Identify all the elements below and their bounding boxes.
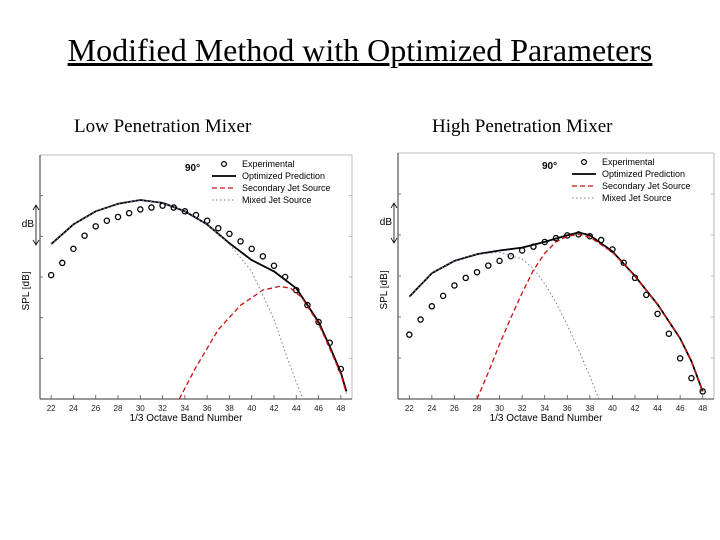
x-tick-label: 46 — [676, 404, 685, 413]
scale-arrow-down — [32, 239, 40, 246]
experimental-point — [699, 388, 706, 395]
experimental-point — [654, 310, 661, 318]
x-tick-label: 42 — [631, 404, 640, 413]
experimental-point — [148, 204, 155, 211]
scale-arrow-up — [390, 202, 398, 209]
experimental-point — [59, 259, 66, 267]
legend-label: Mixed Jet Source — [602, 193, 672, 203]
x-tick-label: 26 — [450, 404, 459, 413]
experimental-point — [259, 253, 267, 260]
experimental-point — [125, 209, 133, 217]
x-tick-label: 42 — [270, 404, 279, 413]
angle-label: 90° — [185, 163, 200, 174]
scale-arrow-up — [32, 204, 40, 211]
experimental-point — [181, 208, 189, 215]
x-tick-label: 30 — [495, 404, 504, 413]
legend-label: Secondary Jet Source — [242, 183, 331, 193]
x-tick-label: 34 — [180, 404, 189, 413]
experimental-point — [81, 232, 88, 239]
x-tick-label: 28 — [114, 404, 123, 413]
experimental-point — [496, 257, 503, 265]
experimental-point — [507, 252, 515, 260]
x-tick-label: 44 — [653, 404, 662, 413]
experimental-point — [226, 230, 233, 238]
experimental-point — [270, 262, 278, 269]
x-tick-label: 38 — [585, 404, 594, 413]
x-tick-label: 32 — [518, 404, 527, 413]
experimental-point — [92, 223, 99, 230]
legend-marker-experimental — [581, 159, 588, 166]
scale-arrow-down — [390, 237, 398, 244]
experimental-point — [406, 331, 413, 338]
low-penetration-chart: 22 24 26 28 30 32 34 36 38 40 42 44 46 48 1/3 Octave B… — [22, 154, 353, 424]
experimental-point — [428, 303, 436, 310]
low-penetration-panel-title: Low Penetration Mixer — [74, 116, 252, 137]
x-tick-label: 22 — [405, 404, 414, 413]
x-tick-label: 40 — [247, 404, 256, 413]
x-tick-label: 36 — [563, 404, 572, 413]
scale-label: 5 dB — [22, 219, 34, 230]
mixed-jet-source-line — [408, 251, 600, 400]
legend-label: Optimized Prediction — [602, 169, 685, 179]
experimental-point — [137, 206, 144, 213]
x-axis-label: 1/3 Octave Band Number — [130, 413, 244, 424]
experimental-point — [114, 213, 122, 221]
x-tick-label: 40 — [608, 404, 617, 413]
x-tick-label: 24 — [427, 404, 436, 413]
experimental-point — [47, 271, 55, 279]
experimental-point — [439, 292, 447, 300]
experimental-point — [643, 291, 650, 299]
x-tick-label: 26 — [91, 404, 100, 413]
experimental-point — [665, 330, 673, 337]
experimental-point — [304, 301, 311, 309]
scale-label: 5 dB — [380, 217, 392, 228]
experimental-point — [451, 282, 458, 289]
legend-label: Experimental — [242, 159, 295, 169]
experimental-point — [473, 268, 481, 276]
x-tick-label: 38 — [225, 404, 234, 413]
legend-label: Optimized Prediction — [242, 171, 325, 181]
mixed-jet-source-line — [50, 199, 304, 400]
legend-label: Mixed Jet Source — [242, 195, 312, 205]
secondary-jet-source-line — [178, 285, 348, 400]
secondary-jet-source-line — [476, 233, 704, 400]
x-tick-label: 24 — [69, 404, 78, 413]
y-axis-label: SPL [dB] — [22, 271, 32, 310]
experimental-point — [688, 374, 695, 382]
x-tick-label: 48 — [698, 404, 707, 413]
high-penetration-chart: 22 24 26 28 30 32 34 36 38 40 42 44 46 48 1/3 Octave B… — [380, 152, 715, 424]
x-tick-label: 36 — [203, 404, 212, 413]
legend-marker-experimental — [221, 161, 228, 168]
experimental-point — [237, 238, 244, 245]
angle-label: 90° — [542, 161, 557, 172]
experimental-point — [462, 274, 469, 282]
legend-label: Experimental — [602, 157, 655, 167]
experimental-point — [103, 217, 111, 224]
legend-label: Secondary Jet Source — [602, 181, 691, 191]
x-axis-label: 1/3 Octave Band Number — [490, 413, 604, 424]
experimental-point — [215, 224, 222, 232]
experimental-point — [676, 355, 684, 362]
experimental-point — [70, 245, 77, 253]
x-tick-label: 44 — [292, 404, 301, 413]
experimental-point — [417, 316, 424, 323]
high-penetration-panel-title: High Penetration Mixer — [432, 116, 613, 137]
x-tick-label: 46 — [314, 404, 323, 413]
experimental-point — [248, 245, 255, 253]
experimental-point — [485, 262, 492, 269]
experimental-point — [620, 259, 627, 267]
y-axis-label: SPL [dB] — [380, 270, 390, 309]
x-tick-label: 28 — [473, 404, 482, 413]
page-title: Modified Method with Optimized Parameter… — [67, 32, 653, 68]
x-tick-label: 48 — [336, 404, 345, 413]
experimental-point — [315, 318, 322, 326]
x-tick-label: 32 — [158, 404, 167, 413]
x-tick-label: 22 — [47, 404, 56, 413]
x-tick-label: 30 — [136, 404, 145, 413]
experimental-point — [203, 217, 211, 224]
x-tick-label: 34 — [540, 404, 549, 413]
